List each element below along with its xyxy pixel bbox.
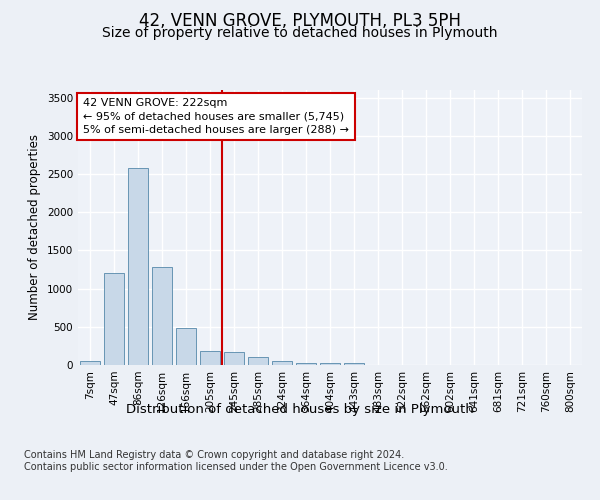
Text: Contains HM Land Registry data © Crown copyright and database right 2024.: Contains HM Land Registry data © Crown c… bbox=[24, 450, 404, 460]
Bar bbox=[200, 351, 220, 365]
Text: Contains public sector information licensed under the Open Government Licence v3: Contains public sector information licen… bbox=[24, 462, 448, 472]
Text: Distribution of detached houses by size in Plymouth: Distribution of detached houses by size … bbox=[126, 402, 474, 415]
Bar bbox=[224, 352, 244, 365]
Text: Size of property relative to detached houses in Plymouth: Size of property relative to detached ho… bbox=[102, 26, 498, 40]
Bar bbox=[80, 361, 100, 365]
Bar bbox=[104, 272, 124, 365]
Bar bbox=[128, 168, 148, 365]
Y-axis label: Number of detached properties: Number of detached properties bbox=[28, 134, 41, 320]
Bar bbox=[344, 363, 364, 365]
Bar bbox=[176, 328, 196, 365]
Bar bbox=[272, 361, 292, 365]
Bar bbox=[320, 362, 340, 365]
Bar bbox=[296, 362, 316, 365]
Text: 42 VENN GROVE: 222sqm
← 95% of detached houses are smaller (5,745)
5% of semi-de: 42 VENN GROVE: 222sqm ← 95% of detached … bbox=[83, 98, 349, 134]
Text: 42, VENN GROVE, PLYMOUTH, PL3 5PH: 42, VENN GROVE, PLYMOUTH, PL3 5PH bbox=[139, 12, 461, 30]
Bar bbox=[248, 358, 268, 365]
Bar bbox=[152, 267, 172, 365]
